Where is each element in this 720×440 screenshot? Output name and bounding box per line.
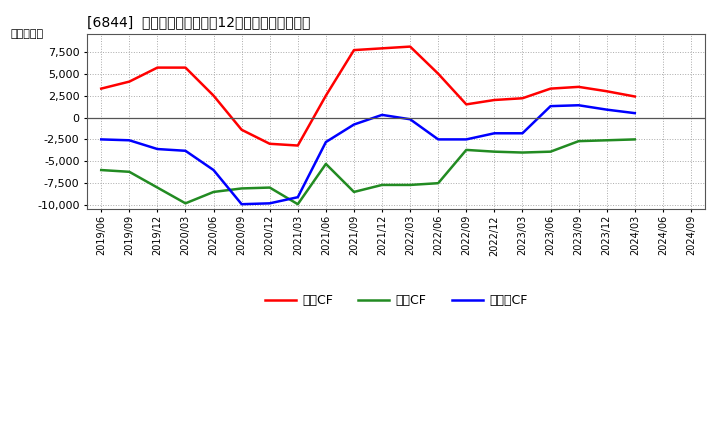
Text: [6844]  キャッシュフローの12か月移動合計の推移: [6844] キャッシュフローの12か月移動合計の推移 <box>87 15 310 29</box>
フリーCF <box>490 131 499 136</box>
営業CF <box>266 141 274 147</box>
フリーCF <box>518 131 527 136</box>
フリーCF <box>181 148 190 154</box>
フリーCF <box>238 202 246 207</box>
投資CF <box>603 138 611 143</box>
投資CF <box>631 137 639 142</box>
営業CF <box>518 95 527 101</box>
営業CF <box>546 86 555 91</box>
フリーCF <box>294 194 302 200</box>
フリーCF <box>210 167 218 172</box>
投資CF <box>350 189 359 194</box>
フリーCF <box>97 137 106 142</box>
営業CF <box>631 94 639 99</box>
営業CF <box>350 48 359 53</box>
投資CF <box>294 202 302 207</box>
営業CF <box>322 93 330 98</box>
投資CF <box>97 167 106 172</box>
営業CF <box>434 71 443 77</box>
営業CF <box>490 97 499 103</box>
Legend: 営業CF, 投資CF, フリーCF: 営業CF, 投資CF, フリーCF <box>260 289 532 312</box>
フリーCF <box>125 138 134 143</box>
フリーCF <box>434 137 443 142</box>
営業CF <box>406 44 415 49</box>
フリーCF <box>603 107 611 112</box>
投資CF <box>181 201 190 206</box>
フリーCF <box>462 137 471 142</box>
営業CF <box>238 127 246 132</box>
投資CF <box>518 150 527 155</box>
フリーCF <box>350 122 359 127</box>
投資CF <box>125 169 134 174</box>
営業CF <box>210 93 218 98</box>
投資CF <box>490 149 499 154</box>
投資CF <box>462 147 471 153</box>
投資CF <box>238 186 246 191</box>
投資CF <box>266 185 274 190</box>
フリーCF <box>631 110 639 116</box>
フリーCF <box>546 103 555 109</box>
投資CF <box>546 149 555 154</box>
投資CF <box>153 185 162 190</box>
Y-axis label: （百万円）: （百万円） <box>11 29 44 39</box>
投資CF <box>378 182 387 187</box>
営業CF <box>153 65 162 70</box>
フリーCF <box>322 139 330 145</box>
営業CF <box>378 46 387 51</box>
フリーCF <box>378 112 387 117</box>
営業CF <box>125 79 134 84</box>
Line: 投資CF: 投資CF <box>102 139 635 204</box>
フリーCF <box>575 103 583 108</box>
Line: フリーCF: フリーCF <box>102 105 635 204</box>
営業CF <box>97 86 106 91</box>
Line: 営業CF: 営業CF <box>102 47 635 146</box>
フリーCF <box>406 117 415 122</box>
フリーCF <box>266 201 274 206</box>
投資CF <box>575 139 583 144</box>
営業CF <box>294 143 302 148</box>
営業CF <box>603 88 611 94</box>
投資CF <box>434 180 443 186</box>
フリーCF <box>153 147 162 152</box>
営業CF <box>575 84 583 89</box>
営業CF <box>462 102 471 107</box>
投資CF <box>210 189 218 194</box>
営業CF <box>181 65 190 70</box>
投資CF <box>406 182 415 187</box>
投資CF <box>322 161 330 167</box>
